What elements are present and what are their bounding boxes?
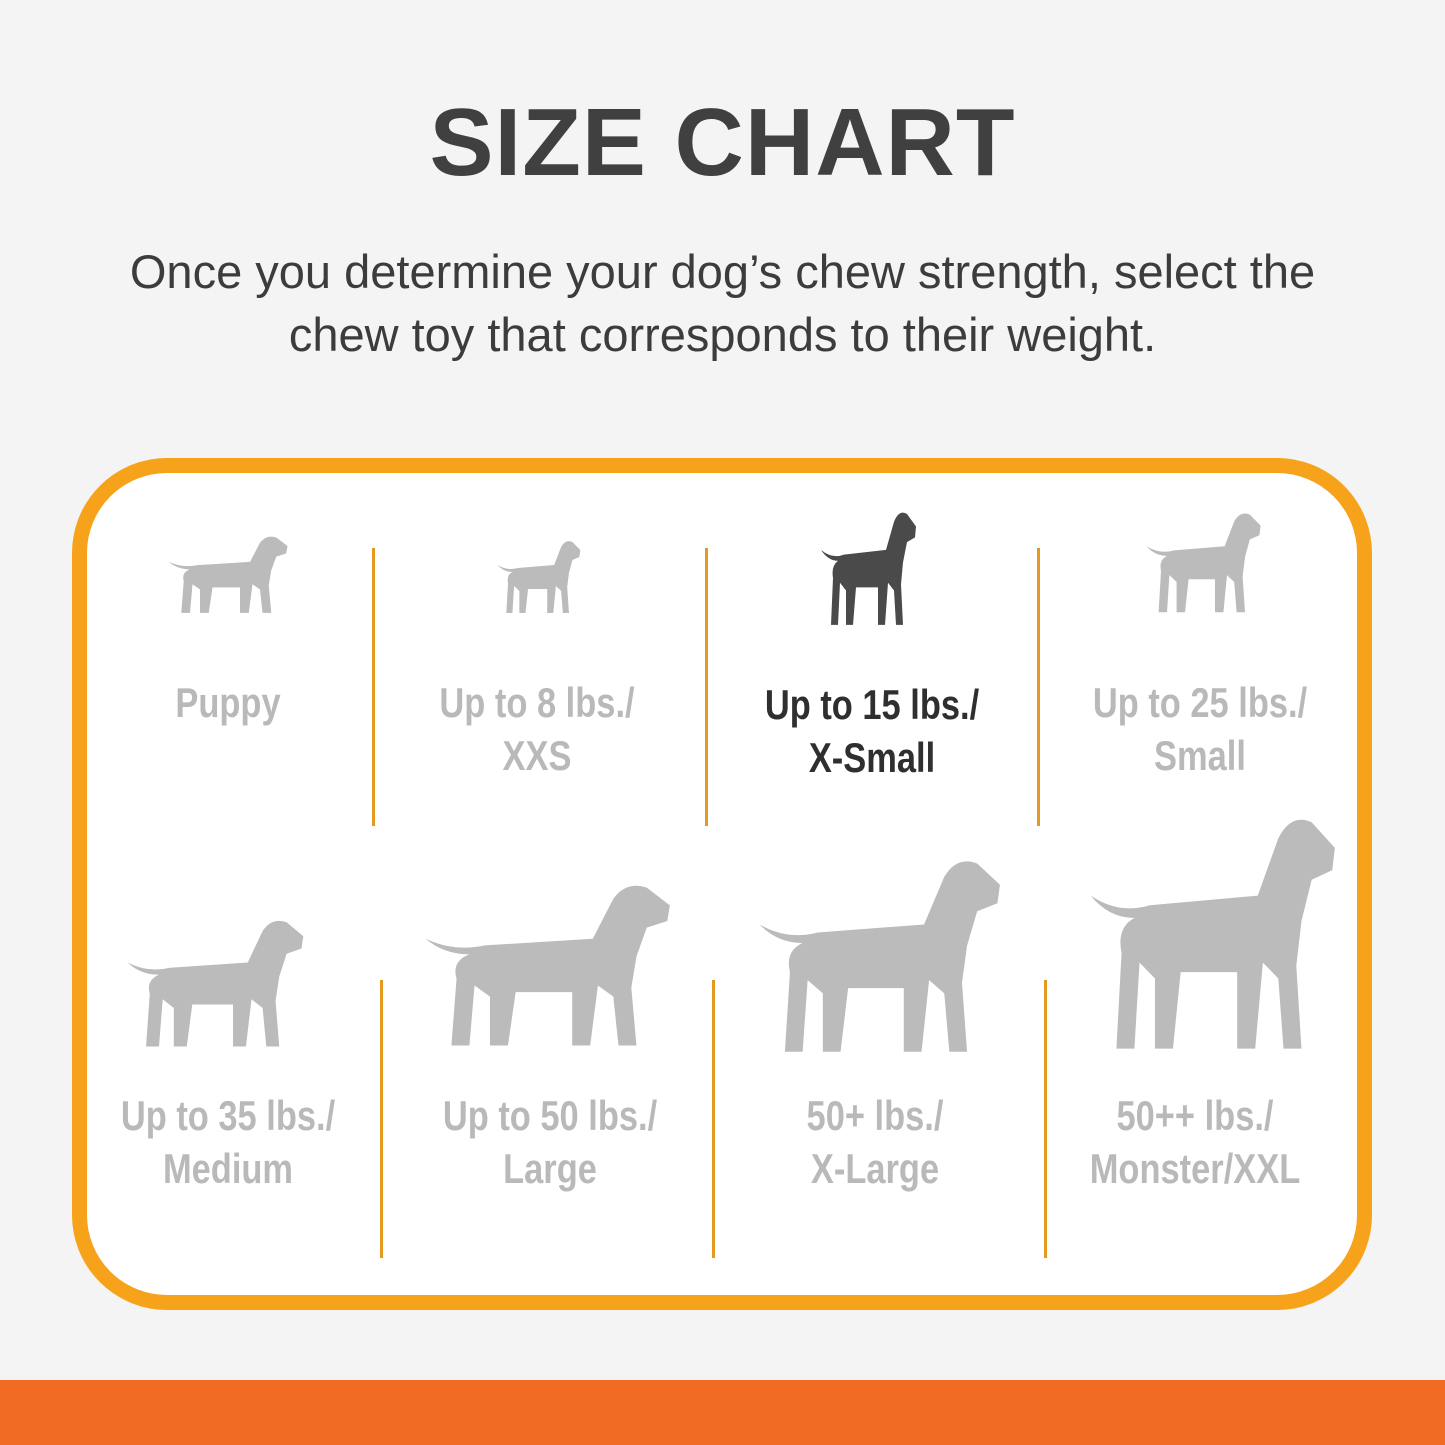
size-label-line: Up to 50 lbs./ [442, 1092, 658, 1139]
size-label-line: Small [1154, 732, 1246, 779]
divider [705, 548, 708, 826]
divider [1037, 548, 1040, 826]
divider [372, 548, 375, 826]
size-label-line: 50++ lbs./ [1116, 1092, 1274, 1139]
size-chart-card [72, 458, 1372, 1310]
divider [1044, 980, 1047, 1258]
size-label: 50+ lbs./ X-Large [752, 1089, 998, 1195]
page-title: SIZE CHART [429, 89, 1016, 196]
size-label-line: Large [503, 1145, 597, 1192]
subtitle: Once you determine your dog’s chew stren… [0, 240, 1445, 366]
westie-silhouette-icon [1143, 505, 1263, 615]
size-label-line: X-Small [808, 734, 936, 781]
size-label-line: Up to 25 lbs./ [1092, 679, 1308, 726]
toy-terrier-silhouette-icon [818, 503, 918, 628]
shepherd-silhouette-icon [752, 845, 1005, 1057]
size-label-line: XXS [502, 732, 572, 779]
size-label: Up to 50 lbs./ Large [427, 1089, 673, 1195]
size-label-line: Up to 8 lbs./ [439, 679, 635, 726]
puppy-silhouette-icon [165, 530, 290, 615]
size-label-line: Monster/XXL [1089, 1145, 1301, 1192]
bottom-bar [0, 1380, 1445, 1445]
size-label-line: X-Large [810, 1145, 940, 1192]
size-label: 50++ lbs./ Monster/XXL [1072, 1089, 1318, 1195]
size-label: Up to 8 lbs./ XXS [414, 676, 660, 782]
labrador-silhouette-icon [418, 872, 675, 1050]
subtitle-line: Once you determine your dog’s chew stren… [129, 245, 1316, 298]
size-label-line: Medium [162, 1145, 294, 1192]
divider [712, 980, 715, 1258]
size-label: Puppy [105, 676, 351, 729]
great-dane-silhouette-icon [1083, 800, 1340, 1055]
divider [380, 980, 383, 1258]
subtitle-line: chew toy that corresponds to their weigh… [288, 308, 1157, 361]
size-label: Up to 35 lbs./ Medium [105, 1089, 351, 1195]
size-label-line: Up to 15 lbs./ [764, 681, 980, 728]
size-label: Up to 25 lbs./ Small [1077, 676, 1323, 782]
size-label-line: 50+ lbs./ [806, 1092, 944, 1139]
size-label-line: Up to 35 lbs./ [120, 1092, 336, 1139]
chihuahua-silhouette-icon [495, 535, 582, 615]
beagle-silhouette-icon [122, 910, 307, 1050]
size-label: Up to 15 lbs./ X-Small [749, 678, 995, 784]
size-label-line: Puppy [175, 679, 281, 726]
